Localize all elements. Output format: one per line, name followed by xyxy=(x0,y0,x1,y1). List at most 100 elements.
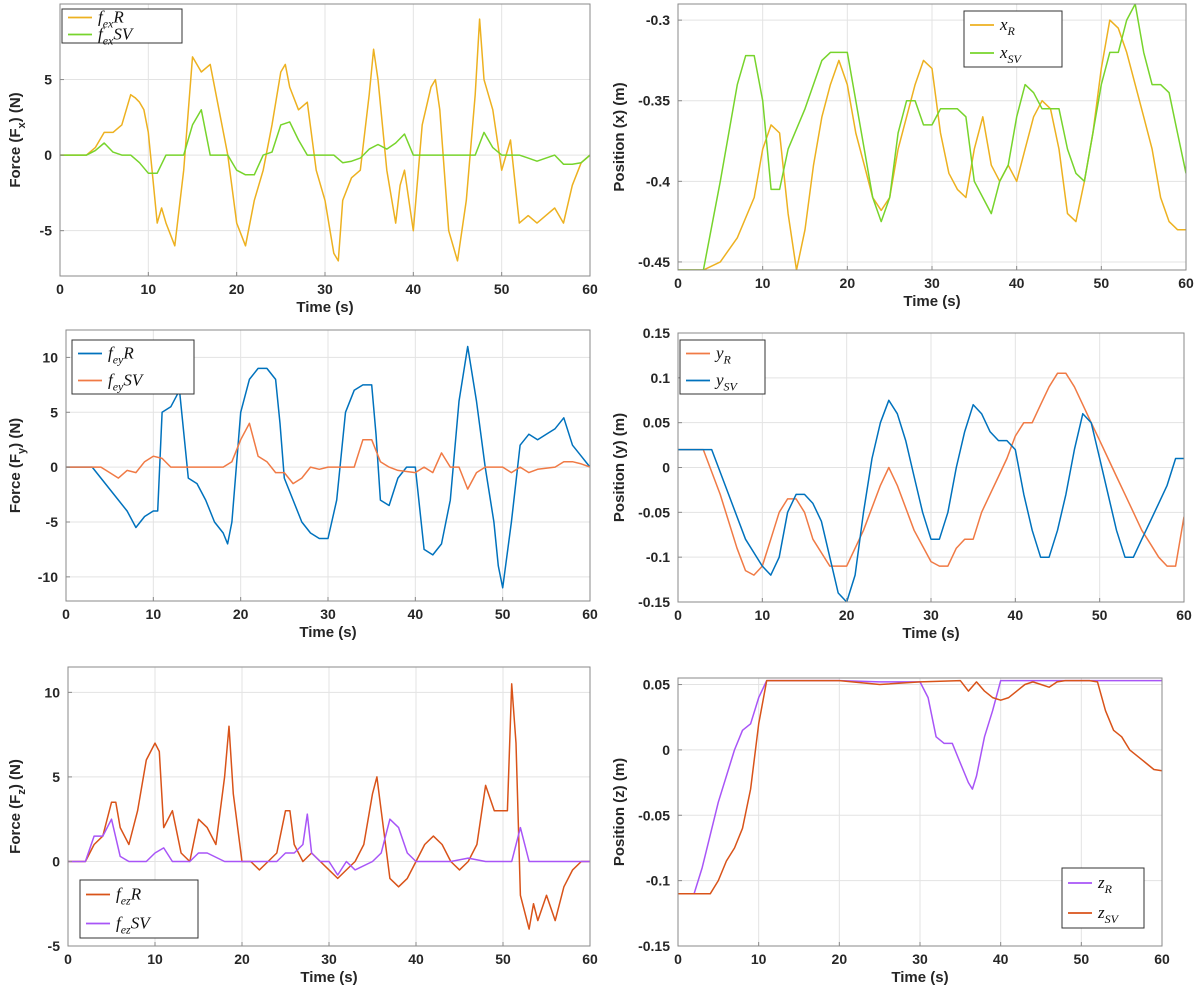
legend-box xyxy=(79,879,199,939)
x-tick-label: 20 xyxy=(840,275,856,291)
x-tick-label: 40 xyxy=(993,951,1009,967)
y-tick-label: -0.1 xyxy=(646,873,670,889)
x-axis-label: Time (s) xyxy=(296,299,353,316)
x-tick-label: 30 xyxy=(321,951,337,967)
x-tick-label: 50 xyxy=(1094,275,1110,291)
x-tick-label: 10 xyxy=(147,951,163,967)
y-tick-label: -5 xyxy=(46,514,59,530)
series-line-1 xyxy=(60,18,590,262)
series-line-1 xyxy=(66,345,590,589)
series-line-2 xyxy=(678,4,1186,270)
y-tick-label: 10 xyxy=(42,349,58,365)
legend-label-1: yR xyxy=(714,344,732,367)
x-tick-label: 60 xyxy=(582,281,598,297)
legend-label-2: feySV xyxy=(108,371,145,394)
legend-box xyxy=(61,8,183,44)
y-axis-label: Force (Fy) (N) xyxy=(7,418,28,513)
legend-label-2: fexSV xyxy=(98,25,135,48)
x-tick-label: 30 xyxy=(923,607,939,623)
y-tick-label: -0.35 xyxy=(638,93,670,109)
x-tick-label: 0 xyxy=(674,951,682,967)
x-tick-label: 60 xyxy=(582,606,598,622)
y-tick-label: -0.1 xyxy=(646,549,670,565)
y-axis-label: Force (Fx) (N) xyxy=(7,92,28,187)
x-tick-label: 40 xyxy=(1009,275,1025,291)
y-axis-label: Position (y) (m) xyxy=(611,413,628,522)
x-axis-label: Time (s) xyxy=(903,293,960,310)
x-axis-label: Time (s) xyxy=(300,969,357,986)
x-tick-label: 30 xyxy=(317,281,333,297)
x-axis-label: Time (s) xyxy=(891,969,948,986)
x-tick-label: 30 xyxy=(320,606,336,622)
legend-label-2: zSV xyxy=(1097,903,1120,926)
x-tick-label: 40 xyxy=(406,281,422,297)
series-line-1 xyxy=(678,679,1162,895)
x-tick-label: 50 xyxy=(494,281,510,297)
x-tick-label: 10 xyxy=(141,281,157,297)
y-tick-label: -0.45 xyxy=(638,254,670,270)
x-tick-label: 20 xyxy=(839,607,855,623)
y-tick-label: -10 xyxy=(38,569,58,585)
y-tick-label: -5 xyxy=(48,938,61,954)
y-tick-label: -5 xyxy=(40,223,53,239)
x-tick-label: 60 xyxy=(582,951,598,967)
panel-force-y: 0 10 20 30 40 50 60 -10 -5 0 5 10 Time (s) Force (Fy)… xyxy=(7,329,598,641)
y-tick-label: 0.05 xyxy=(643,415,670,431)
x-tick-label: 50 xyxy=(495,606,511,622)
x-tick-label: 20 xyxy=(234,951,250,967)
panel-position-x: 0 10 20 30 40 50 60 -0.45 -0.4 -0.35 -0.3 Time (s) P… xyxy=(611,3,1194,310)
legend: feyR feySV xyxy=(71,339,195,395)
y-tick-label: 0.05 xyxy=(643,677,670,693)
y-tick-label: -0.05 xyxy=(638,504,670,520)
x-tick-label: 0 xyxy=(62,606,70,622)
legend: fezR fezSV xyxy=(79,879,199,939)
y-tick-label: 0 xyxy=(50,459,58,475)
x-tick-label: 30 xyxy=(924,275,940,291)
y-tick-label: 0 xyxy=(662,742,670,758)
x-tick-label: 0 xyxy=(56,281,64,297)
series-line-2 xyxy=(68,813,590,876)
series-line-2 xyxy=(678,399,1184,602)
x-tick-label: 30 xyxy=(912,951,928,967)
y-axis-label: Force (Fz) (N) xyxy=(7,759,28,854)
y-tick-label: 5 xyxy=(52,769,60,785)
legend-box xyxy=(963,10,1063,68)
x-axis-label: Time (s) xyxy=(902,625,959,642)
x-tick-label: 50 xyxy=(1074,951,1090,967)
x-tick-label: 10 xyxy=(751,951,767,967)
y-tick-label: 5 xyxy=(44,72,52,88)
x-tick-label: 10 xyxy=(755,275,771,291)
x-tick-label: 50 xyxy=(1092,607,1108,623)
x-tick-label: 20 xyxy=(832,951,848,967)
y-axis-label: Position (z) (m) xyxy=(611,758,628,866)
y-tick-label: 0.15 xyxy=(643,325,670,341)
legend-box xyxy=(71,339,195,395)
series-line-2 xyxy=(60,109,590,176)
x-tick-label: 40 xyxy=(408,951,424,967)
x-tick-label: 20 xyxy=(229,281,245,297)
legend: xR xSV xyxy=(963,10,1063,68)
series-line-1 xyxy=(68,683,590,930)
legend-label-1: zR xyxy=(1097,873,1113,896)
y-tick-label: 0 xyxy=(52,853,60,869)
y-tick-label: -0.15 xyxy=(638,594,670,610)
legend-label-1: fezR xyxy=(116,885,142,908)
series-line-2 xyxy=(678,679,1162,895)
y-axis-label: Position (x) (m) xyxy=(611,82,628,191)
legend-label-1: feyR xyxy=(108,344,134,367)
y-tick-label: -0.3 xyxy=(646,12,670,28)
series-line-1 xyxy=(678,19,1186,270)
x-axis-label: Time (s) xyxy=(299,624,356,641)
x-tick-label: 0 xyxy=(64,951,72,967)
panel-position-y: 0 10 20 30 40 50 60 -0.15 -0.1 -0.05 0 0.05 0.1 0.15 T… xyxy=(611,325,1192,642)
x-tick-label: 50 xyxy=(495,951,511,967)
legend-label-1: xR xyxy=(999,15,1016,38)
x-tick-label: 20 xyxy=(233,606,249,622)
x-tick-label: 0 xyxy=(674,275,682,291)
x-tick-label: 10 xyxy=(755,607,771,623)
x-tick-label: 60 xyxy=(1176,607,1192,623)
legend-label-1: fexR xyxy=(98,8,124,31)
y-tick-label: 0.1 xyxy=(651,370,671,386)
